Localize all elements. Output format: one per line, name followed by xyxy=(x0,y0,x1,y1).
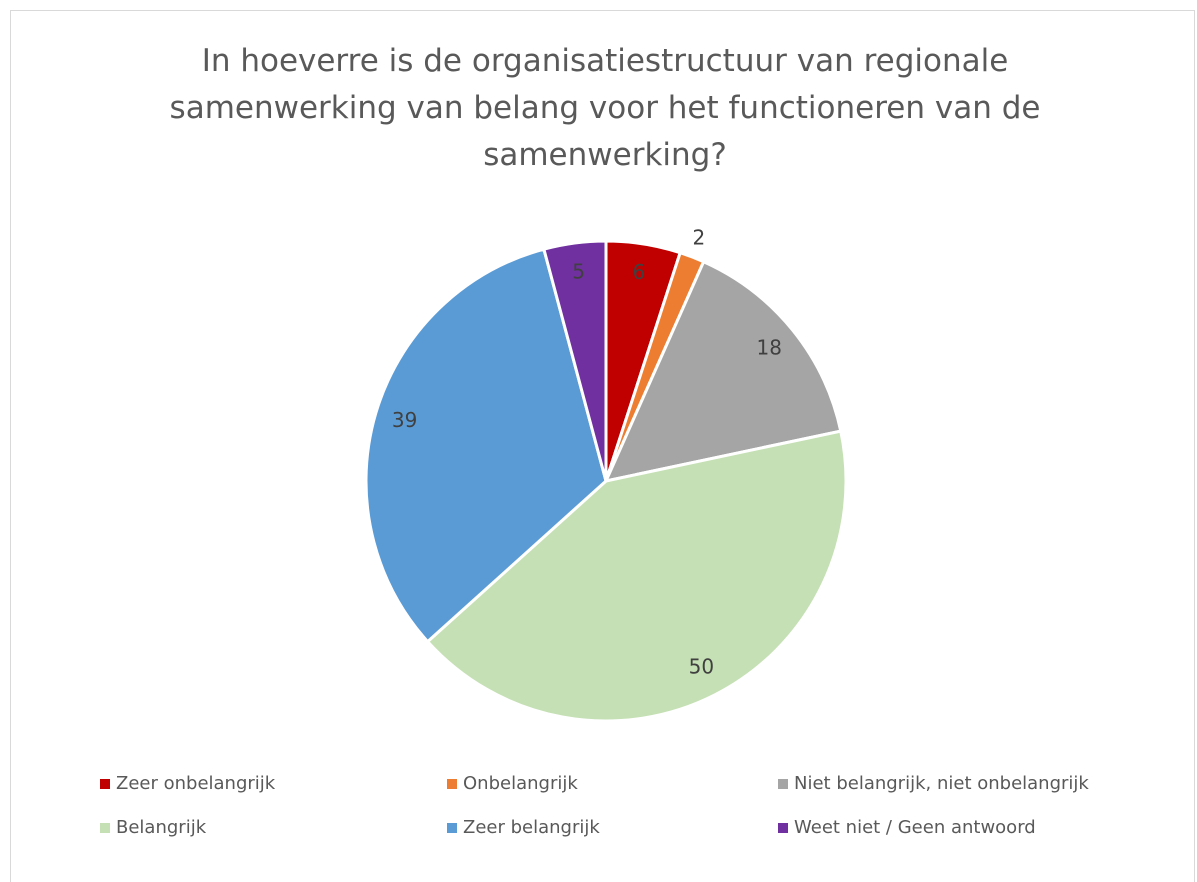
legend-swatch xyxy=(100,823,110,833)
legend-swatch xyxy=(778,779,788,789)
data-label: 50 xyxy=(689,655,714,679)
legend-label: Niet belangrijk, niet onbelangrijk xyxy=(794,773,1089,794)
pie-slice xyxy=(364,247,608,644)
legend-swatch xyxy=(778,823,788,833)
legend-label: Zeer onbelangrijk xyxy=(116,773,276,794)
legend-label: Onbelangrijk xyxy=(463,773,578,794)
legend-swatch xyxy=(447,823,457,833)
legend-label: Belangrijk xyxy=(116,817,207,838)
data-label: 39 xyxy=(392,408,417,432)
legend-swatch xyxy=(447,779,457,789)
pie-slice xyxy=(425,429,848,723)
data-label: 18 xyxy=(756,335,781,359)
pie-slice xyxy=(542,239,608,482)
pie-slice xyxy=(603,259,843,484)
legend-label: Zeer belangrijk xyxy=(463,817,600,838)
legend-label: Weet niet / Geen antwoord xyxy=(794,817,1036,838)
data-label: 6 xyxy=(632,260,645,284)
chart-frame xyxy=(10,10,1195,882)
chart-title: In hoeverre is de organisatiestructuur v… xyxy=(169,43,1041,173)
data-label: 5 xyxy=(572,259,585,283)
legend-swatch xyxy=(100,779,110,789)
data-label: 2 xyxy=(692,226,705,250)
